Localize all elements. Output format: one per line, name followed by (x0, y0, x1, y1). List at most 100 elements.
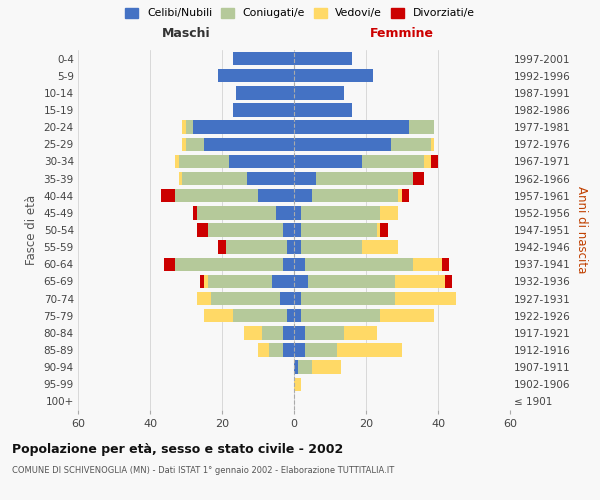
Bar (229, 154, 294, 168)
Bar (298, 360, 312, 374)
Bar (287, 309, 294, 322)
Bar (305, 344, 337, 356)
Legend: Celibi/Nubili, Coniugati/e, Vedovi/e, Divorziati/e: Celibi/Nubili, Coniugati/e, Vedovi/e, Di… (125, 8, 475, 18)
Text: Femmine: Femmine (370, 26, 434, 40)
Text: Popolazione per età, sesso e stato civile - 2002: Popolazione per età, sesso e stato civil… (12, 442, 343, 456)
Bar (445, 274, 452, 288)
Bar (294, 69, 373, 82)
Bar (283, 224, 294, 236)
Bar (395, 274, 445, 288)
Bar (294, 378, 301, 391)
Bar (204, 274, 208, 288)
Text: COMUNE DI SCHIVENOGLIA (MN) - Dati ISTAT 1° gennaio 2002 - Elaborazione TUTTITAL: COMUNE DI SCHIVENOGLIA (MN) - Dati ISTAT… (12, 466, 394, 475)
Bar (294, 189, 312, 202)
Bar (226, 240, 287, 254)
Bar (186, 138, 204, 151)
Bar (280, 292, 294, 306)
Bar (247, 172, 294, 186)
Y-axis label: Anni di nascita: Anni di nascita (575, 186, 587, 274)
Bar (294, 52, 352, 66)
Bar (305, 326, 344, 340)
Bar (344, 326, 377, 340)
Bar (182, 172, 247, 186)
Bar (233, 52, 294, 66)
Bar (283, 258, 294, 271)
Bar (276, 206, 294, 220)
Bar (294, 240, 301, 254)
Bar (283, 326, 294, 340)
Bar (272, 274, 294, 288)
Bar (409, 120, 434, 134)
Bar (301, 224, 377, 236)
Bar (233, 104, 294, 117)
Bar (294, 172, 316, 186)
Bar (287, 240, 294, 254)
Bar (197, 292, 211, 306)
Text: Maschi: Maschi (161, 26, 211, 40)
Bar (312, 360, 341, 374)
Bar (301, 206, 380, 220)
Bar (269, 344, 283, 356)
Bar (431, 154, 438, 168)
Bar (193, 206, 197, 220)
Bar (200, 274, 204, 288)
Bar (197, 206, 276, 220)
Bar (294, 360, 298, 374)
Bar (431, 138, 434, 151)
Bar (294, 224, 301, 236)
Bar (175, 258, 283, 271)
Bar (312, 189, 398, 202)
Y-axis label: Fasce di età: Fasce di età (25, 195, 38, 265)
Bar (305, 258, 413, 271)
Bar (294, 120, 409, 134)
Bar (380, 309, 434, 322)
Bar (294, 104, 352, 117)
Bar (197, 224, 208, 236)
Bar (208, 224, 283, 236)
Bar (294, 309, 301, 322)
Bar (218, 69, 294, 82)
Bar (413, 258, 442, 271)
Bar (413, 172, 424, 186)
Bar (316, 172, 413, 186)
Bar (294, 344, 305, 356)
Bar (175, 189, 258, 202)
Bar (442, 258, 449, 271)
Bar (362, 240, 398, 254)
Bar (179, 172, 182, 186)
Bar (337, 344, 402, 356)
Bar (233, 309, 287, 322)
Bar (258, 189, 294, 202)
Bar (262, 326, 283, 340)
Bar (283, 344, 294, 356)
Bar (258, 344, 269, 356)
Bar (395, 292, 456, 306)
Bar (294, 326, 305, 340)
Bar (193, 120, 294, 134)
Bar (236, 86, 294, 100)
Bar (301, 240, 362, 254)
Bar (294, 274, 308, 288)
Bar (402, 189, 409, 202)
Bar (301, 309, 380, 322)
Bar (179, 154, 229, 168)
Bar (294, 154, 362, 168)
Bar (204, 138, 294, 151)
Bar (294, 86, 344, 100)
Bar (294, 258, 305, 271)
Bar (175, 154, 179, 168)
Bar (208, 274, 272, 288)
Bar (204, 309, 233, 322)
Bar (308, 274, 395, 288)
Bar (391, 138, 431, 151)
Bar (294, 206, 301, 220)
Bar (362, 154, 424, 168)
Bar (244, 326, 262, 340)
Bar (380, 206, 398, 220)
Bar (398, 189, 402, 202)
Bar (294, 138, 391, 151)
Bar (182, 120, 186, 134)
Bar (186, 120, 193, 134)
Bar (211, 292, 280, 306)
Bar (161, 189, 175, 202)
